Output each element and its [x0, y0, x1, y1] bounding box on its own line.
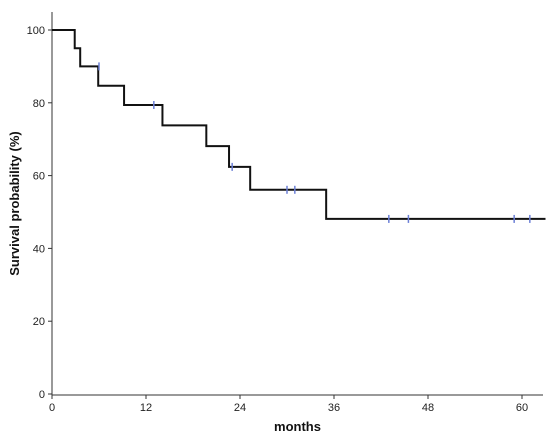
x-tick-label: 36: [328, 402, 340, 414]
y-tick-label: 60: [33, 171, 45, 183]
y-tick-label: 0: [39, 389, 45, 401]
x-tick-label: 0: [49, 402, 55, 414]
censor-marks: [98, 62, 531, 223]
x-ticks: 0 12 24 36 48 60: [49, 395, 528, 414]
y-tick-label: 40: [33, 243, 45, 255]
x-tick-label: 24: [234, 402, 246, 414]
x-tick-label: 60: [516, 402, 528, 414]
y-axis-title: Survival probability (%): [7, 131, 22, 275]
y-ticks: 0 20 40 60 80 100: [27, 25, 52, 401]
x-tick-label: 12: [140, 402, 152, 414]
survival-curve: [52, 29, 546, 220]
x-tick-label: 48: [422, 402, 434, 414]
y-tick-label: 100: [27, 25, 45, 37]
y-tick-label: 20: [33, 316, 45, 328]
y-tick-label: 80: [33, 98, 45, 110]
x-axis-title: months: [274, 419, 321, 434]
